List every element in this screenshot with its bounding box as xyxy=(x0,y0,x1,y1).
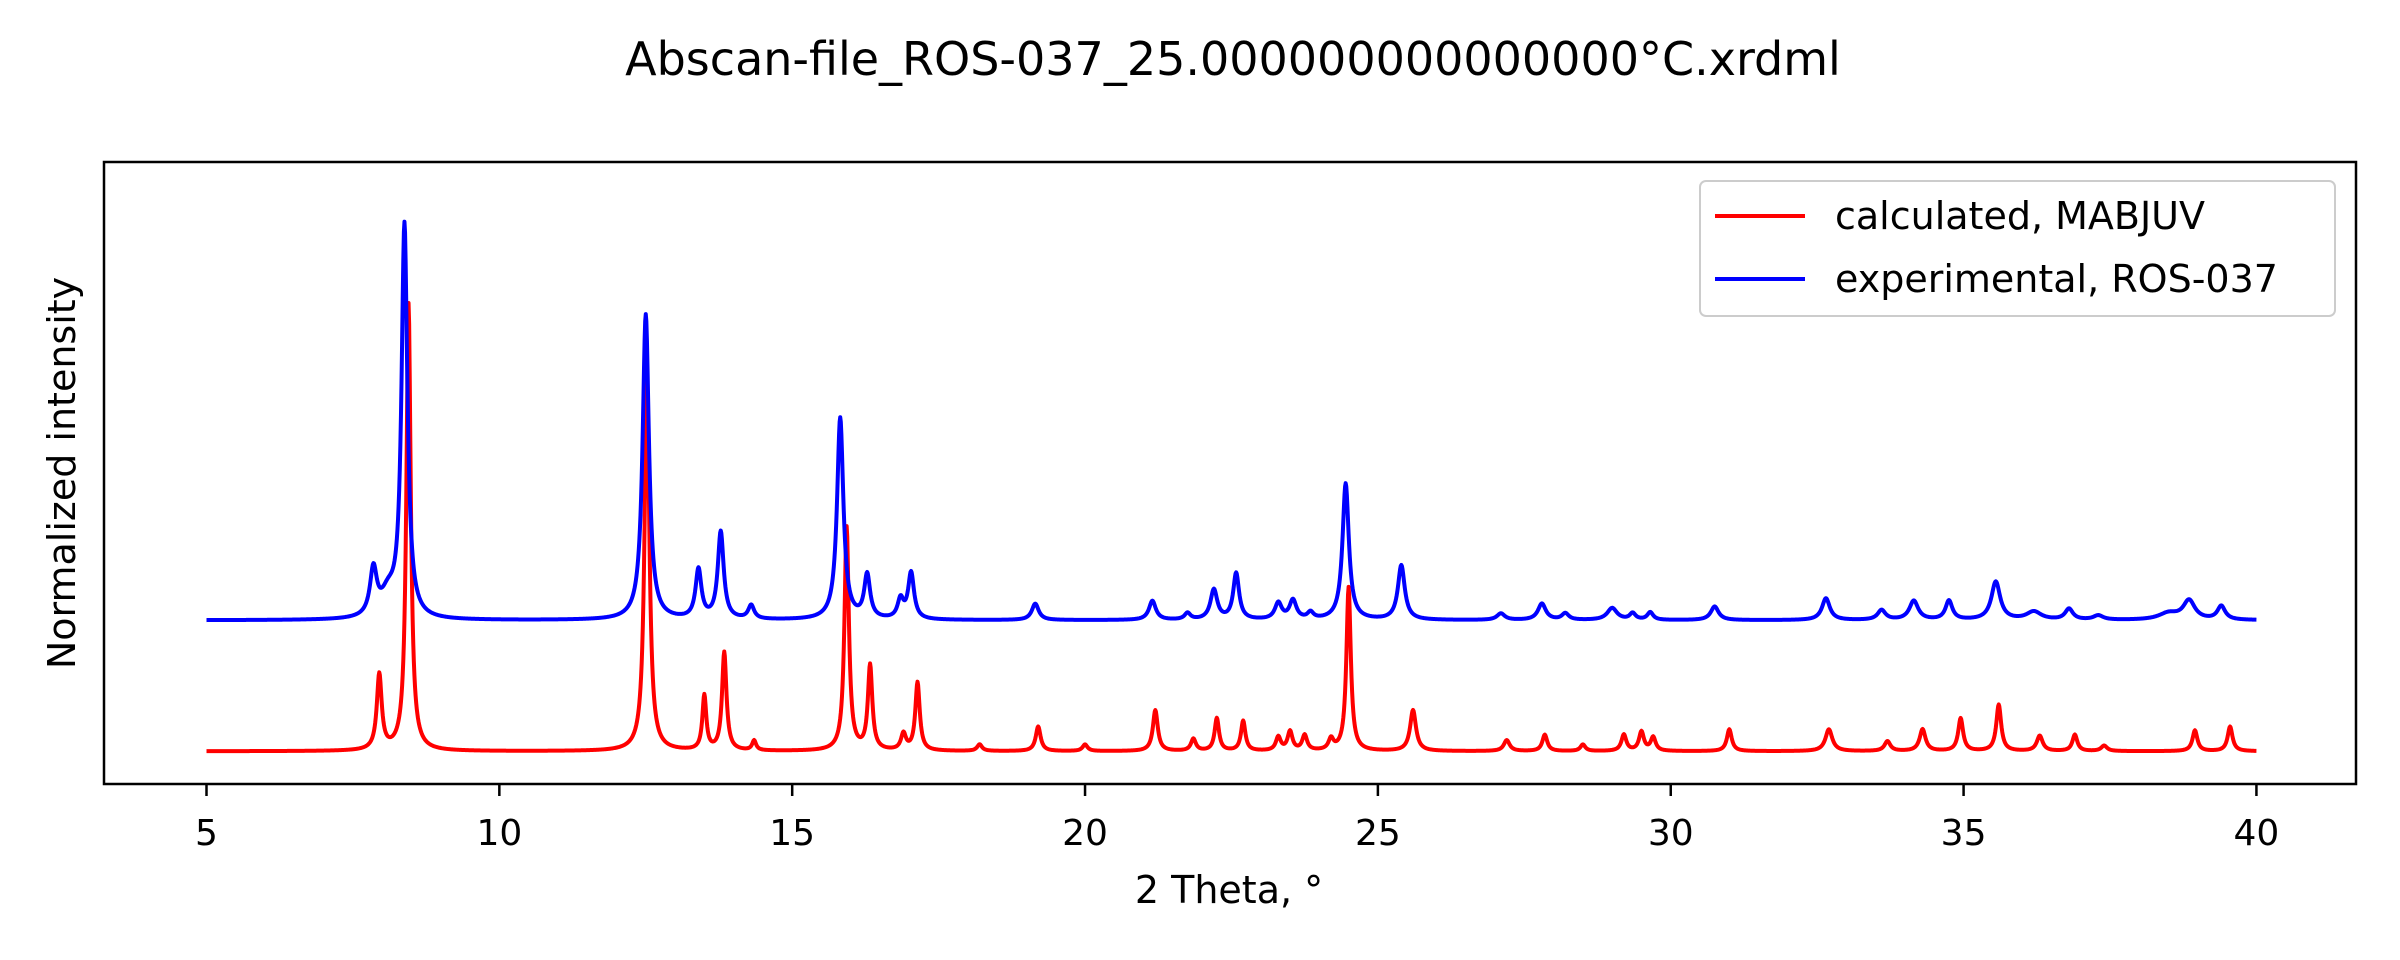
x-axis-ticks: 5 10 15 20 25 30 35 40 xyxy=(195,784,2279,854)
x-tick-label: 15 xyxy=(769,813,815,854)
series-line-calculated xyxy=(205,301,2258,754)
plot-frame xyxy=(102,160,2358,786)
legend: calculated, MABJUV experimental, ROS-037 xyxy=(1699,180,2336,317)
x-tick-label: 20 xyxy=(1062,813,1108,854)
legend-box xyxy=(1699,180,2336,317)
y-axis-label: Normalized intensity xyxy=(40,277,84,669)
series-line-experimental xyxy=(205,219,2258,623)
x-tick-label: 25 xyxy=(1355,813,1401,854)
x-tick-label: 40 xyxy=(2234,813,2280,854)
x-tick-label: 30 xyxy=(1648,813,1694,854)
legend-label-calculated: calculated, MABJUV xyxy=(1835,194,2205,238)
x-tick-label: 10 xyxy=(476,813,522,854)
series-layer xyxy=(205,219,2258,754)
x-tick-label: 5 xyxy=(195,813,218,854)
x-tick-label: 35 xyxy=(1941,813,1987,854)
legend-label-experimental: experimental, ROS-037 xyxy=(1835,257,2278,301)
x-axis-label: 2 Theta, ° xyxy=(1135,868,1323,912)
chart-title: Abscan-file_ROS-037_25.000000000000000°C… xyxy=(625,32,1841,86)
